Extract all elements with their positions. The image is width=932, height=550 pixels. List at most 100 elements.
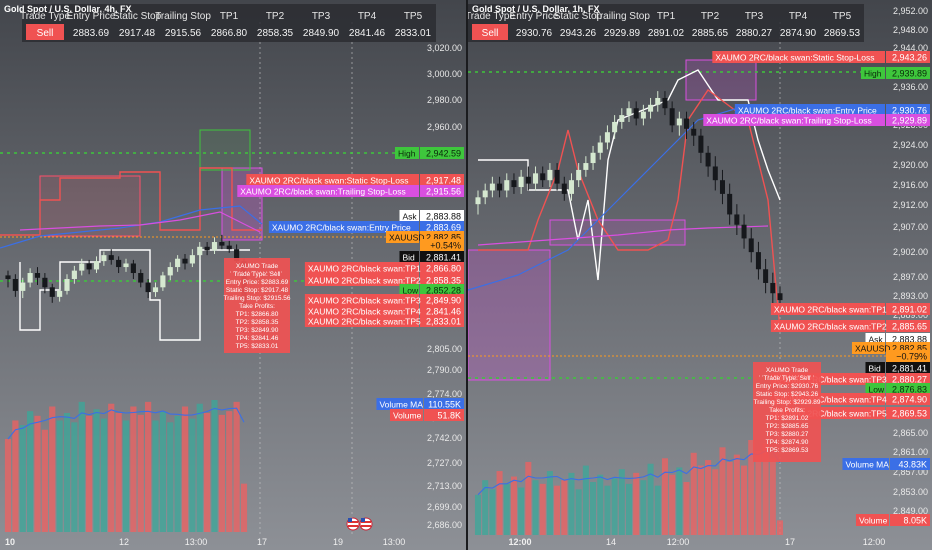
candle-body[interactable] xyxy=(576,169,582,181)
candle-body[interactable] xyxy=(583,163,589,170)
candle-body[interactable] xyxy=(691,128,697,136)
volume-bar xyxy=(654,485,661,535)
candle-body[interactable] xyxy=(189,255,195,264)
chart-pane-4h[interactable]: Trade Type Sell Entry Price 2883.69 Static S… xyxy=(0,0,466,550)
candle-body[interactable] xyxy=(561,183,567,194)
price-level-label-box xyxy=(304,274,419,286)
candle-body[interactable] xyxy=(475,197,481,205)
candle-body[interactable] xyxy=(5,275,11,279)
candle-body[interactable] xyxy=(12,278,18,291)
candle-body[interactable] xyxy=(684,118,690,129)
candle-body[interactable] xyxy=(698,135,704,153)
candle-body[interactable] xyxy=(101,255,107,262)
candle-body[interactable] xyxy=(748,238,754,253)
candle-body[interactable] xyxy=(604,132,610,143)
volume-bar xyxy=(503,483,510,535)
candle-body[interactable] xyxy=(42,277,48,288)
candle-body[interactable] xyxy=(590,152,596,164)
candle-body[interactable] xyxy=(71,270,77,279)
candle-body[interactable] xyxy=(27,273,33,283)
candle-body[interactable] xyxy=(734,214,740,225)
us-flag-icon[interactable] xyxy=(359,517,373,531)
candle-body[interactable] xyxy=(219,242,225,246)
candle-body[interactable] xyxy=(597,142,603,153)
candle-body[interactable] xyxy=(511,180,517,188)
candle-body[interactable] xyxy=(175,258,181,268)
candle-body[interactable] xyxy=(755,252,761,270)
candle-body[interactable] xyxy=(57,290,63,297)
candle-body[interactable] xyxy=(197,246,203,256)
volume-bar xyxy=(4,439,12,532)
candle-body[interactable] xyxy=(49,287,55,297)
candle-body[interactable] xyxy=(554,169,560,184)
candle-body[interactable] xyxy=(777,293,783,301)
candle-body[interactable] xyxy=(145,282,151,293)
candle-body[interactable] xyxy=(719,180,725,194)
volume-bar xyxy=(496,471,503,535)
candle-body[interactable] xyxy=(108,255,114,260)
candle-body[interactable] xyxy=(640,111,646,119)
candle-body[interactable] xyxy=(167,267,173,276)
popup-line: TP4: $2874.90 xyxy=(766,439,809,446)
candle-body[interactable] xyxy=(763,269,769,283)
price-level-value: +0.54% xyxy=(430,241,461,251)
candle-body[interactable] xyxy=(676,118,682,126)
y-tick-label: 2,897.00 xyxy=(893,272,928,282)
candle-body[interactable] xyxy=(130,263,136,274)
candle-body[interactable] xyxy=(204,246,210,251)
candle-body[interactable] xyxy=(64,278,70,291)
candle-body[interactable] xyxy=(525,176,531,184)
candle-body[interactable] xyxy=(34,273,41,278)
table-header-cell: TP2 xyxy=(266,11,285,22)
candle-body[interactable] xyxy=(86,263,92,270)
candle-body[interactable] xyxy=(152,287,159,293)
candle-body[interactable] xyxy=(612,121,618,133)
candle-body[interactable] xyxy=(518,176,524,188)
candle-body[interactable] xyxy=(741,224,747,239)
candle-body[interactable] xyxy=(547,169,553,181)
candle-body[interactable] xyxy=(226,245,232,250)
candle-body[interactable] xyxy=(727,193,733,215)
candle-body[interactable] xyxy=(234,249,240,262)
candle-body[interactable] xyxy=(533,173,539,184)
popup-line: Static Stop: $2917.48 xyxy=(226,287,289,294)
chart-pane-1h[interactable]: Trade Type Sell Entry Price 2930.76 Static S… xyxy=(468,0,932,550)
candle-body[interactable] xyxy=(504,180,510,191)
candle-body[interactable] xyxy=(619,115,625,122)
candle-body[interactable] xyxy=(655,97,661,105)
candle-body[interactable] xyxy=(705,152,711,167)
candle-body[interactable] xyxy=(182,258,188,264)
candle-body[interactable] xyxy=(497,183,503,191)
candle-body[interactable] xyxy=(482,190,488,198)
table-header-cell: Entry Price xyxy=(510,11,559,22)
volume-bar xyxy=(661,458,668,535)
candle-body[interactable] xyxy=(712,166,718,181)
candle-body[interactable] xyxy=(540,173,546,181)
candle-body[interactable] xyxy=(123,263,129,268)
pane-splitter[interactable] xyxy=(466,0,468,550)
candle-body[interactable] xyxy=(211,242,218,251)
volume-bar xyxy=(776,520,784,535)
candle-body[interactable] xyxy=(669,108,675,126)
candle-body[interactable] xyxy=(770,282,776,294)
us-flag-icon[interactable] xyxy=(346,517,360,531)
price-level-value: 2,891.02 xyxy=(892,305,927,315)
candle-body[interactable] xyxy=(626,108,632,116)
candle-body[interactable] xyxy=(633,108,639,119)
candle-body[interactable] xyxy=(138,273,144,283)
candle-body[interactable] xyxy=(116,259,122,268)
candle-body[interactable] xyxy=(93,261,100,270)
candle-body[interactable] xyxy=(568,180,574,194)
candle-body[interactable] xyxy=(662,97,668,109)
candle-body[interactable] xyxy=(20,282,26,291)
price-level-label-box xyxy=(770,320,885,332)
candle-body[interactable] xyxy=(160,275,166,288)
price-level-value-box xyxy=(886,383,930,395)
price-level-label: XAUMO 2RC/black swan:Trailing Stop-Loss xyxy=(706,116,872,126)
candle-body[interactable] xyxy=(648,104,654,112)
table-value-cell: 2858.35 xyxy=(257,28,294,39)
candle-body[interactable] xyxy=(489,183,495,191)
candle-body[interactable] xyxy=(79,263,85,271)
